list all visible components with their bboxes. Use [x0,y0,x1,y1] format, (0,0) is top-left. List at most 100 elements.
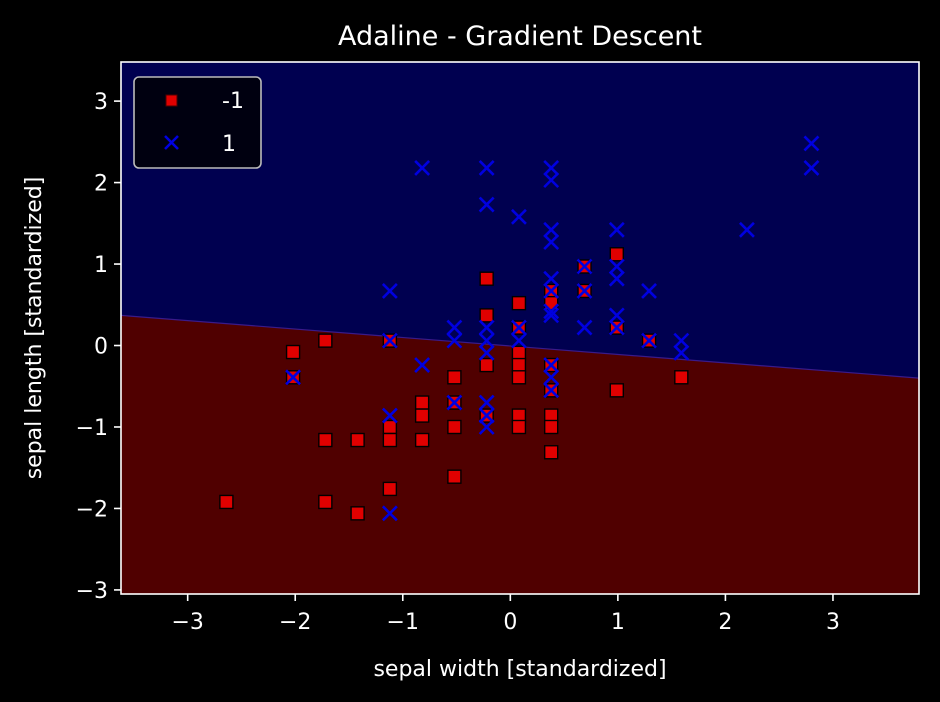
point-class-neg [479,308,494,323]
x-tick-label: −1 [387,610,419,635]
point-class-pos [381,283,398,299]
point-class-pos [381,505,398,522]
y-tick-label: −3 [76,579,108,604]
point-class-pos [608,307,625,324]
x-tick-label: 1 [611,610,625,635]
y-tick-label: −1 [76,416,108,441]
data-points [219,135,820,522]
y-axis: −3 −2 −1 0 1 2 3 [76,90,121,604]
x-tick-label: −3 [171,610,203,635]
legend-marker-x [164,135,179,150]
y-tick-label: −2 [76,497,108,522]
point-class-pos [381,407,398,424]
point-class-pos [608,270,625,287]
point-class-pos [478,332,495,349]
point-class-pos [414,357,431,373]
point-class-neg [609,247,624,262]
region-positive [121,62,919,379]
point-class-pos [543,369,560,386]
y-axis-title: sepal length [standardized] [22,177,47,480]
point-class-pos [511,208,527,225]
point-class-pos [543,283,560,299]
point-class-neg [479,271,494,286]
point-class-neg [285,344,301,360]
point-class-neg [479,357,494,373]
point-class-pos [381,332,398,349]
point-class-pos [478,407,495,424]
point-class-pos [641,283,657,299]
point-class-neg [543,445,559,460]
point-class-pos [511,332,527,349]
y-tick-label: 2 [94,172,108,197]
point-class-pos [446,319,463,336]
point-class-neg [382,419,398,435]
point-class-pos [803,159,820,176]
point-class-neg [350,506,365,521]
legend-label-neg: -1 [222,89,244,114]
point-class-pos [543,221,560,238]
point-class-pos [511,319,527,336]
point-class-neg [511,419,527,435]
point-class-pos [641,332,657,349]
point-class-pos [803,135,820,152]
point-class-neg [318,432,333,448]
point-class-neg [511,370,527,385]
point-class-neg [219,494,234,510]
point-class-pos [739,221,755,238]
point-class-neg [318,494,333,510]
point-class-neg [447,469,462,484]
point-class-neg [350,432,365,448]
y-tick-label: 1 [94,253,108,278]
point-class-neg [382,481,398,497]
point-class-pos [576,319,593,336]
point-class-neg [674,370,689,385]
region-negative [121,315,919,594]
point-class-pos [543,270,560,287]
point-class-neg [447,419,462,435]
x-axis: −3 −2 −1 0 1 2 3 [171,594,840,635]
x-tick-label: 0 [503,610,517,635]
chart-title: Adaline - Gradient Descent [338,21,702,52]
point-class-neg [382,432,398,448]
point-class-neg [511,295,527,311]
point-class-pos [543,382,560,399]
point-class-pos [543,172,560,189]
point-class-pos [543,234,560,250]
point-class-pos [285,369,301,386]
point-class-neg [609,383,624,398]
point-class-pos [608,258,625,275]
point-class-pos [478,319,495,336]
point-class-neg [447,370,462,385]
point-class-pos [543,307,560,324]
point-class-neg [414,408,430,423]
legend-marker-square [165,94,178,107]
point-class-pos [543,357,560,373]
x-axis-title: sepal width [standardized] [373,657,666,682]
point-class-pos [543,159,560,176]
x-tick-label: 2 [718,610,732,635]
point-class-pos [478,394,495,411]
decision-regions [121,62,919,594]
point-class-pos [446,394,463,411]
point-class-pos [478,196,495,213]
y-tick-label: 3 [94,90,108,115]
point-class-pos [414,159,431,176]
point-class-pos [576,258,593,275]
x-tick-label: −2 [279,610,311,635]
point-class-pos [608,319,625,336]
y-tick-label: 0 [94,335,108,360]
point-class-neg [511,357,527,373]
point-class-pos [478,419,495,435]
point-class-pos [478,344,495,361]
point-class-pos [543,303,560,320]
point-class-neg [511,345,527,361]
point-class-neg [414,395,430,410]
point-class-pos [478,159,495,176]
point-class-neg [543,419,559,435]
point-class-neg [414,432,430,448]
point-class-pos [673,344,690,361]
point-class-pos [576,283,593,299]
point-class-neg [318,333,333,348]
plot-frame [120,61,920,595]
